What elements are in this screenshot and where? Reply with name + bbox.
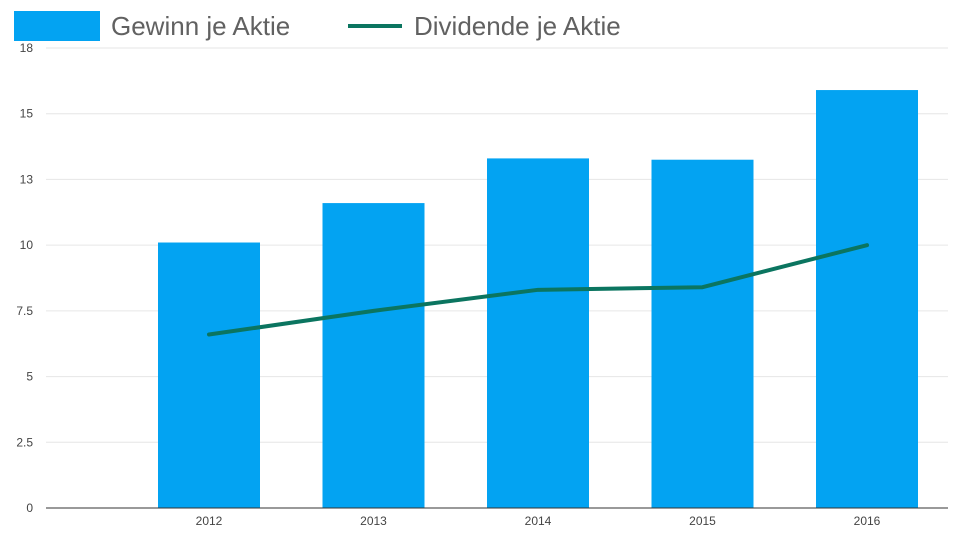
line-series-dividende bbox=[207, 243, 869, 337]
y-tick-label: 0 bbox=[26, 501, 33, 515]
y-axis-ticks: 0 2.5 5 7.5 10 13 15 18 bbox=[16, 41, 33, 515]
y-tick-label: 15 bbox=[20, 107, 34, 121]
lines bbox=[207, 243, 869, 337]
x-tick-label: 2012 bbox=[196, 514, 223, 528]
legend-label-line: Dividende je Aktie bbox=[414, 11, 621, 41]
bar-2016 bbox=[816, 90, 918, 509]
legend-label-bar: Gewinn je Aktie bbox=[111, 11, 290, 41]
x-tick-label: 2015 bbox=[689, 514, 716, 528]
bars bbox=[158, 90, 918, 509]
legend-swatch-bar bbox=[14, 11, 100, 41]
x-axis-ticks: 2012 2013 2014 2015 2016 bbox=[196, 514, 881, 528]
y-tick-label: 10 bbox=[20, 238, 34, 252]
bar-2012 bbox=[158, 242, 260, 508]
y-tick-label: 13 bbox=[20, 172, 34, 186]
x-tick-label: 2014 bbox=[525, 514, 552, 528]
legend: Gewinn je Aktie Dividende je Aktie bbox=[14, 11, 621, 41]
bar-2014 bbox=[487, 158, 589, 508]
bar-2015 bbox=[651, 159, 754, 508]
y-tick-label: 2.5 bbox=[16, 435, 33, 449]
x-tick-label: 2013 bbox=[360, 514, 387, 528]
bar-2013 bbox=[322, 203, 425, 509]
y-tick-label: 7.5 bbox=[16, 304, 33, 318]
x-tick-label: 2016 bbox=[854, 514, 881, 528]
y-tick-label: 5 bbox=[26, 370, 33, 384]
y-tick-label: 18 bbox=[20, 41, 34, 55]
